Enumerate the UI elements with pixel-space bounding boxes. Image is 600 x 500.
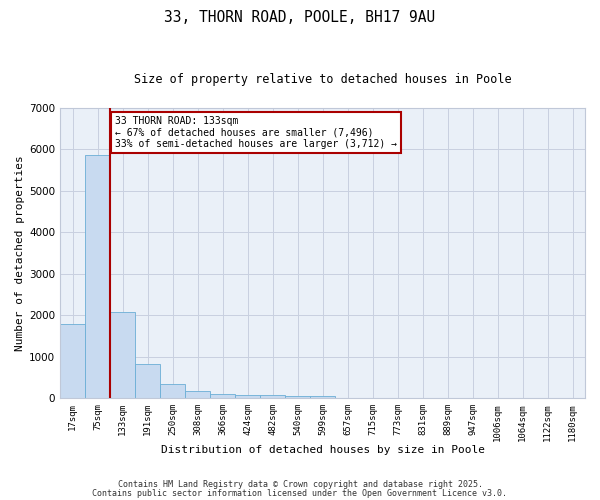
Bar bbox=[310, 396, 335, 398]
Y-axis label: Number of detached properties: Number of detached properties bbox=[15, 155, 25, 351]
Bar bbox=[210, 394, 235, 398]
Title: Size of property relative to detached houses in Poole: Size of property relative to detached ho… bbox=[134, 72, 511, 86]
Text: 33, THORN ROAD, POOLE, BH17 9AU: 33, THORN ROAD, POOLE, BH17 9AU bbox=[164, 10, 436, 25]
Bar bbox=[85, 156, 110, 398]
Bar bbox=[285, 396, 310, 398]
Bar bbox=[185, 391, 210, 398]
X-axis label: Distribution of detached houses by size in Poole: Distribution of detached houses by size … bbox=[161, 445, 485, 455]
Bar bbox=[260, 395, 285, 398]
Text: 33 THORN ROAD: 133sqm
← 67% of detached houses are smaller (7,496)
33% of semi-d: 33 THORN ROAD: 133sqm ← 67% of detached … bbox=[115, 116, 397, 149]
Bar bbox=[160, 384, 185, 398]
Bar bbox=[135, 364, 160, 398]
Text: Contains HM Land Registry data © Crown copyright and database right 2025.: Contains HM Land Registry data © Crown c… bbox=[118, 480, 482, 489]
Bar bbox=[110, 312, 135, 398]
Bar bbox=[60, 324, 85, 398]
Bar bbox=[235, 395, 260, 398]
Text: Contains public sector information licensed under the Open Government Licence v3: Contains public sector information licen… bbox=[92, 488, 508, 498]
